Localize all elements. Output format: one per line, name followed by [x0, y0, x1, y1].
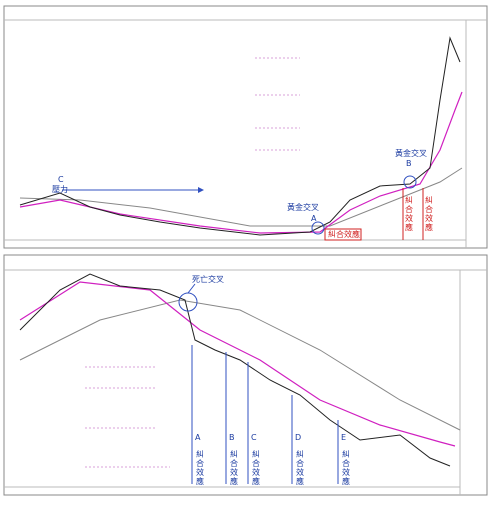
marker-label: A	[195, 433, 201, 442]
bottom-price	[19, 273, 451, 467]
golden-cross-a-label: A	[311, 214, 317, 223]
top-ma-long	[19, 167, 463, 227]
marker-text: 糾合效應	[230, 450, 239, 486]
top-ma-mid	[19, 91, 463, 234]
bottom-ma-mid	[19, 281, 456, 447]
bottom-panel	[3, 254, 488, 496]
death-cross-pointer	[187, 283, 196, 294]
golden-cross-a-title: 黃金交叉	[287, 202, 319, 212]
resistance-label: 壓力	[52, 184, 68, 194]
c-label: C	[58, 175, 64, 184]
top-price	[19, 36, 461, 236]
converge-1: 糾合效應	[405, 196, 414, 232]
golden-cross-b-label: B	[406, 159, 412, 168]
cross-circle-b	[403, 175, 417, 189]
marker-label: B	[229, 433, 235, 442]
converge-box-text: 糾合效應	[328, 229, 360, 239]
cross-circle-a	[311, 221, 325, 235]
death-cross-label: 死亡交叉	[192, 274, 224, 284]
marker-text: 糾合效應	[196, 450, 205, 486]
golden-cross-b-title: 黃金交叉	[395, 148, 427, 158]
marker-label: E	[341, 433, 346, 442]
bottom-ma-long	[19, 299, 461, 431]
marker-label: D	[295, 433, 301, 442]
marker-text: 糾合效應	[296, 450, 305, 486]
top-panel	[3, 5, 488, 249]
marker-label: C	[251, 433, 257, 442]
arrow-head	[198, 187, 204, 193]
top-levels	[255, 57, 300, 151]
converge-box	[324, 228, 362, 241]
marker-text: 糾合效應	[342, 450, 351, 486]
marker-text: 糾合效應	[252, 450, 261, 486]
converge-2: 糾合效應	[425, 196, 434, 232]
